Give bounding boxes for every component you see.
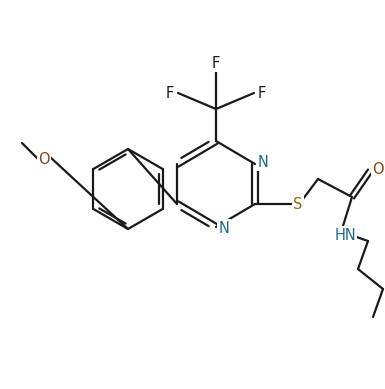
Text: O: O <box>372 161 384 177</box>
Text: N: N <box>258 154 268 170</box>
Text: F: F <box>258 86 266 100</box>
Text: O: O <box>38 151 50 166</box>
Text: F: F <box>212 56 220 70</box>
Text: N: N <box>219 221 229 235</box>
Text: HN: HN <box>334 228 356 242</box>
Text: S: S <box>293 196 303 212</box>
Text: F: F <box>166 86 174 100</box>
